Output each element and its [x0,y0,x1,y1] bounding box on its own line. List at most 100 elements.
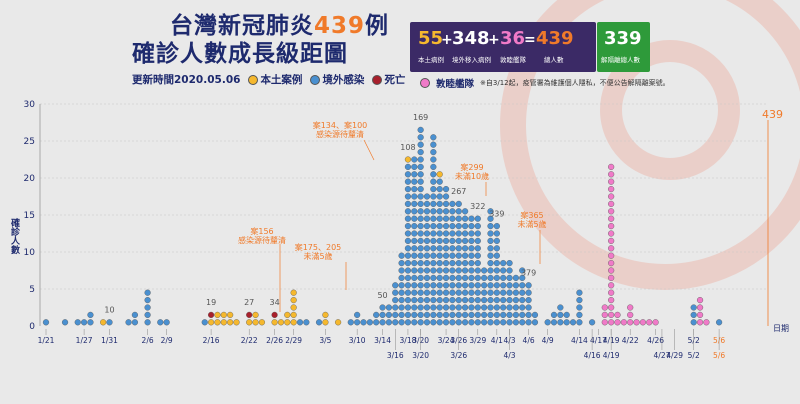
case-dot [442,304,450,311]
case-dot [531,311,539,319]
running-total-label: 169 [413,113,428,122]
case-dot [423,252,431,259]
case-dot [417,311,424,319]
case-dot [468,311,475,319]
case-dot [404,171,412,178]
case-dot [608,178,615,185]
case-dot [442,311,450,319]
case-dot [442,260,450,267]
case-dot [436,223,443,230]
case-dot [430,260,437,267]
x-tick-label-lower: 4/16 [584,351,601,360]
case-dot [449,252,456,259]
case-dot [646,319,653,326]
case-dot [80,319,88,326]
case-dot [696,311,704,319]
case-dot [608,260,615,267]
case-dot [468,319,475,326]
case-dot [106,319,113,326]
case-dot [449,297,456,304]
case-dot [430,319,437,326]
case-dot [404,245,412,252]
case-dot [417,252,424,259]
case-dot [208,311,215,319]
case-dot [442,252,450,259]
case-dot [220,319,227,326]
case-dot [354,311,361,319]
case-dot [462,282,469,289]
case-dot [436,267,443,274]
case-dot [442,223,450,230]
y-tick-label: 5 [29,285,35,295]
case-dot [442,208,450,215]
case-dot [423,237,431,245]
case-dot [411,215,418,222]
annotation-text: 感染源待釐清 [316,129,364,139]
case-dot [487,289,494,296]
case-dot [455,311,462,319]
case-dot [42,319,50,326]
legend-bar: 更新時間2020.05.06 本土案例 境外感染 死亡 [132,72,405,87]
case-dot [576,289,583,296]
case-dot [411,282,418,289]
case-dot [487,245,494,252]
case-dot [493,274,500,282]
case-dot [144,289,151,296]
case-dot [506,267,513,274]
case-dot [373,319,380,326]
stat-ship-label: 敦睦艦隊 [500,56,526,64]
case-dot [417,215,424,222]
case-dot [430,156,437,163]
case-dot [462,215,469,222]
case-dot [487,319,494,326]
case-dot [398,297,405,304]
case-dot [411,297,418,304]
case-dot [436,193,443,200]
case-dot [442,193,450,200]
stat-released-label: 解隔離總人數 [601,56,640,64]
case-dot [436,252,443,259]
case-dot [474,237,481,245]
x-tick-label: 2/22 [241,336,258,345]
x-tick-label: 4/14 [571,336,588,345]
case-dot [608,297,615,304]
case-dot [404,297,412,304]
case-dot [246,311,253,319]
x-tick-label: 3/14 [374,336,391,345]
y-tick-label: 20 [24,174,36,184]
case-dot [462,230,469,237]
case-dot [144,304,151,311]
case-dot [614,319,621,326]
case-dot [487,267,494,274]
case-dot [423,230,431,237]
case-dot [474,252,481,259]
case-dot [208,319,215,326]
case-dot [417,178,424,185]
case-dot [608,171,615,178]
case-dot [474,230,481,237]
case-dot [544,319,551,326]
case-dot [608,274,615,282]
case-dot [690,304,697,311]
case-dot [690,311,697,319]
case-dot [436,237,443,245]
case-dot [449,215,456,222]
case-dot [100,319,107,326]
case-dot [696,297,704,304]
case-dot [436,289,443,296]
case-dot [608,200,615,208]
case-dot [442,245,450,252]
case-dot [481,282,488,289]
case-dot [411,274,418,282]
case-dot [487,311,494,319]
case-dot [436,178,443,185]
case-dot [525,319,532,326]
case-dot [131,311,139,319]
case-dot [347,319,354,326]
case-dot [455,245,462,252]
running-total-label: 19 [206,298,216,307]
case-dot [487,237,494,245]
case-dot [608,245,615,252]
case-dot [284,311,291,319]
case-dot [423,304,431,311]
